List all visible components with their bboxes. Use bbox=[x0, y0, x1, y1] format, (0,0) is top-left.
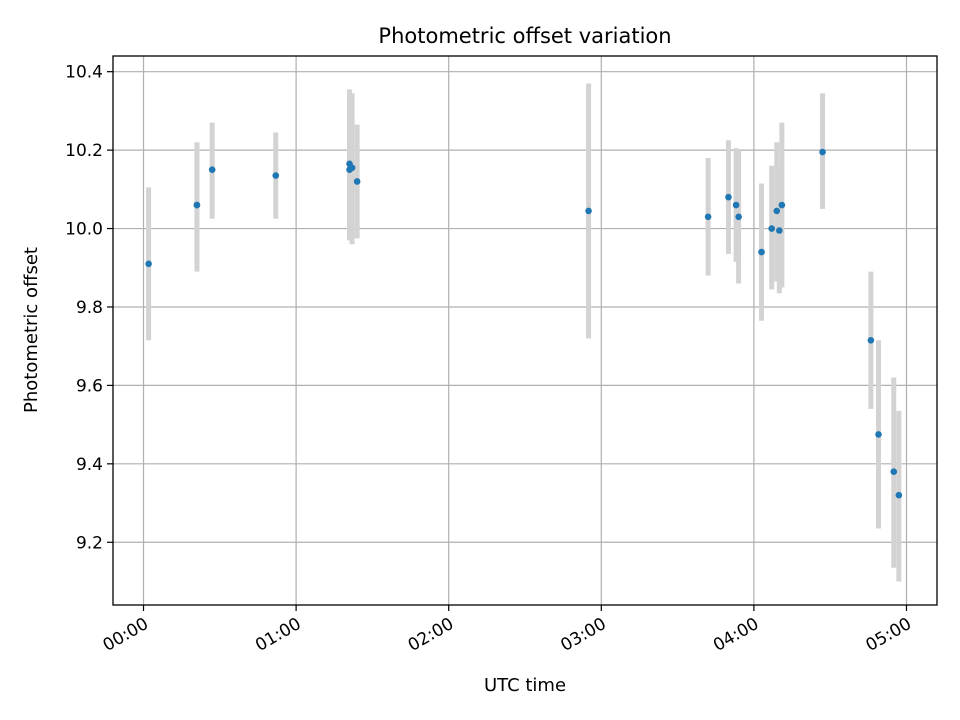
data-point bbox=[773, 207, 781, 215]
data-point bbox=[704, 213, 712, 221]
x-axis-label: UTC time bbox=[484, 675, 566, 696]
grid bbox=[113, 56, 937, 605]
y-tick-label: 9.4 bbox=[76, 455, 103, 475]
data-point bbox=[768, 225, 775, 232]
y-tick-label: 10.2 bbox=[65, 141, 103, 161]
plot-frame bbox=[112, 55, 938, 606]
y-tick-label: 9.8 bbox=[76, 298, 103, 318]
y-tick-label: 10.0 bbox=[65, 220, 103, 240]
data-point bbox=[890, 468, 898, 475]
chart-title: Photometric offset variation bbox=[378, 24, 671, 48]
data-point bbox=[145, 260, 152, 268]
data-point bbox=[732, 201, 740, 209]
data-point bbox=[725, 193, 732, 201]
data-point bbox=[193, 201, 201, 209]
data-point bbox=[895, 491, 903, 499]
data-point bbox=[778, 201, 786, 209]
data-point bbox=[758, 248, 765, 256]
data-point bbox=[875, 431, 882, 438]
data-points bbox=[145, 148, 903, 499]
y-tick-label: 10.4 bbox=[65, 63, 103, 83]
data-point bbox=[272, 172, 280, 179]
data-point bbox=[819, 148, 826, 156]
data-point bbox=[867, 337, 875, 344]
data-point bbox=[585, 207, 592, 215]
data-point bbox=[348, 164, 356, 172]
y-tick-label: 9.2 bbox=[76, 533, 103, 553]
data-point bbox=[735, 213, 742, 221]
data-point bbox=[353, 178, 361, 185]
y-axis-label: Photometric offset bbox=[21, 247, 42, 413]
data-point bbox=[208, 166, 216, 174]
y-tick-label: 9.6 bbox=[76, 376, 103, 396]
data-point bbox=[776, 227, 783, 234]
